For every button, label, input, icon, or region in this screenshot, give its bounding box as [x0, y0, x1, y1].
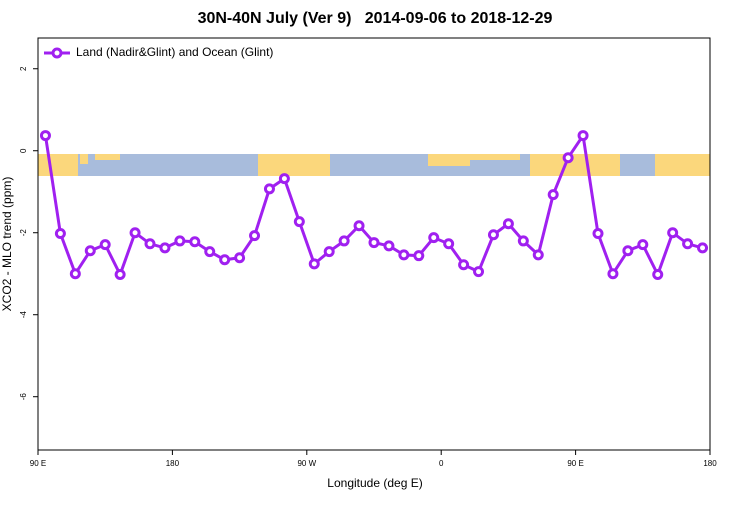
data-point — [637, 239, 649, 251]
x-tick-label: 180 — [166, 459, 180, 468]
x-tick-label: 90 E — [30, 459, 46, 468]
data-point — [189, 236, 201, 248]
map-land — [530, 154, 620, 176]
data-point — [622, 245, 634, 257]
data-point — [234, 252, 246, 264]
data-point — [219, 254, 231, 266]
data-point — [562, 152, 574, 164]
data-point — [39, 130, 51, 142]
data-point — [204, 246, 216, 258]
x-axis-label: Longitude (deg E) — [327, 476, 422, 490]
data-point — [682, 238, 694, 250]
data-point — [159, 242, 171, 254]
plot-frame — [37, 37, 711, 451]
data-point — [278, 173, 290, 185]
data-point — [458, 259, 470, 271]
data-point — [69, 268, 81, 280]
map-land — [80, 154, 88, 164]
legend-label: Land (Nadir&Glint) and Ocean (Glint) — [76, 45, 273, 59]
map-band — [38, 154, 710, 176]
data-point — [54, 228, 66, 240]
y-tick-label: -2 — [19, 229, 28, 237]
data-point — [84, 245, 96, 257]
data-point — [413, 250, 425, 262]
map-land — [95, 154, 120, 160]
y-tick-label: 0 — [19, 148, 28, 153]
data-point — [547, 189, 559, 201]
map-land — [428, 154, 470, 166]
data-point — [293, 216, 305, 228]
data-point — [667, 227, 679, 239]
map-land — [470, 154, 520, 160]
data-point — [517, 235, 529, 247]
legend-marker — [51, 47, 63, 59]
data-point — [652, 269, 664, 281]
data-point — [114, 269, 126, 281]
data-point — [353, 220, 365, 232]
data-point — [592, 228, 604, 240]
data-point — [263, 183, 275, 195]
data-point — [323, 246, 335, 258]
data-point — [249, 230, 261, 242]
y-axis-label: XCO2 - MLO trend (ppm) — [0, 177, 14, 312]
data-point — [473, 266, 485, 278]
data-point — [428, 232, 440, 244]
data-point — [368, 237, 380, 249]
data-point — [308, 258, 320, 270]
data-point — [338, 235, 350, 247]
data-point — [129, 227, 141, 239]
data-point — [99, 239, 111, 251]
map-land — [38, 154, 78, 176]
data-point — [443, 238, 455, 250]
data-point — [502, 218, 514, 230]
data-point — [144, 238, 156, 250]
x-tick-label: 90 W — [297, 459, 316, 468]
data-point — [697, 242, 709, 254]
map-land — [258, 154, 330, 176]
chart-title: 30N-40N July (Ver 9) 2014-09-06 to 2018-… — [198, 10, 553, 27]
data-point — [174, 235, 186, 247]
x-tick-label: 180 — [703, 459, 717, 468]
data-point — [577, 130, 589, 142]
data-point — [398, 249, 410, 261]
x-tick-label: 90 E — [567, 459, 583, 468]
data-point — [607, 268, 619, 280]
map-land — [655, 154, 710, 176]
y-tick-label: 2 — [19, 66, 28, 71]
x-tick-label: 0 — [439, 459, 444, 468]
data-point — [532, 249, 544, 261]
y-tick-label: -4 — [19, 311, 28, 319]
data-point — [487, 229, 499, 241]
data-point — [383, 240, 395, 252]
y-tick-label: -6 — [19, 393, 28, 401]
